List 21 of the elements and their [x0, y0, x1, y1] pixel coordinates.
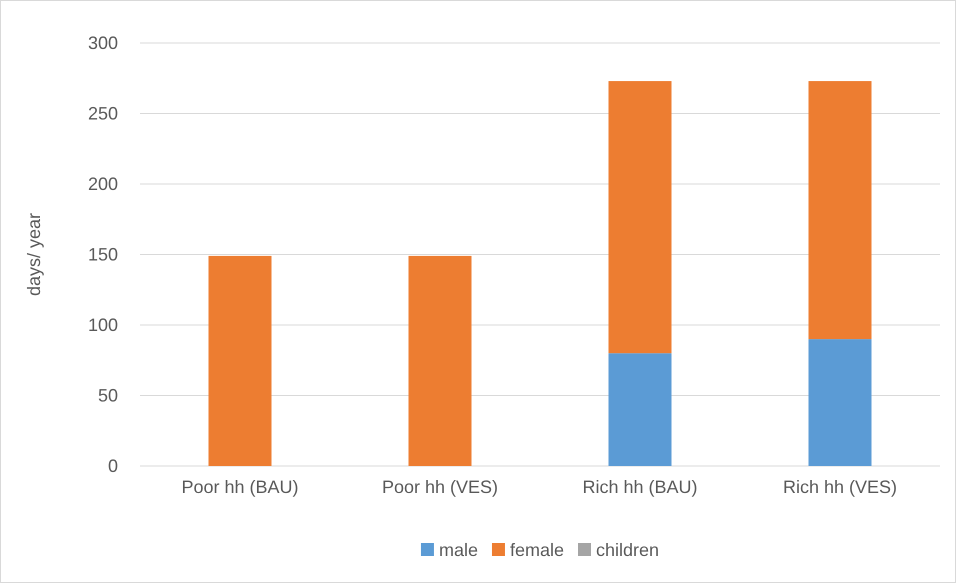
y-tick-label: 100 — [88, 314, 118, 335]
x-tick-label: Poor hh (BAU) — [181, 476, 299, 497]
legend-label: male — [438, 540, 478, 560]
y-tick-label: 300 — [88, 32, 118, 53]
y-axis-title: days/ year — [24, 212, 44, 296]
legend-label: female — [510, 540, 564, 560]
y-tick-label: 250 — [88, 103, 118, 124]
y-tick-label: 0 — [108, 456, 118, 476]
bar — [608, 81, 672, 354]
x-tick-label: Rich hh (BAU) — [582, 476, 698, 497]
legend-label: children — [596, 540, 660, 560]
bar — [208, 256, 272, 466]
bar — [408, 256, 472, 466]
bar — [808, 81, 872, 340]
y-tick-label: 200 — [88, 174, 118, 194]
bar — [608, 353, 672, 466]
bar — [808, 339, 872, 466]
x-tick-label: Rich hh (VES) — [782, 476, 898, 497]
y-tick-label: 50 — [98, 385, 118, 406]
y-tick-label: 150 — [88, 244, 118, 264]
x-tick-label: Poor hh (VES) — [382, 476, 498, 497]
